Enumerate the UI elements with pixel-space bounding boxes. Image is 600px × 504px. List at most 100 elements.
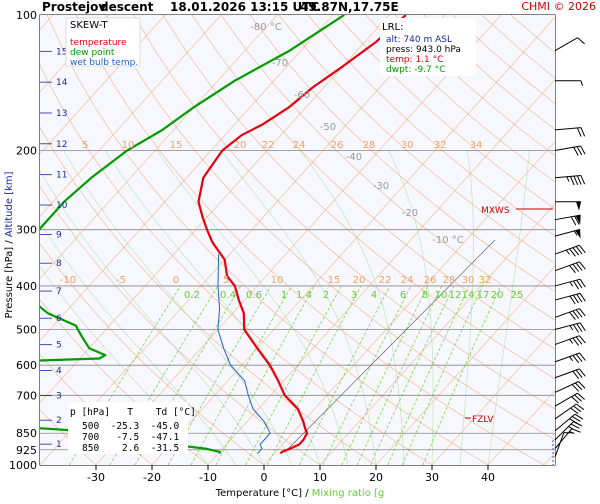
altitude-tick-label: 9 — [56, 231, 62, 241]
dry-adiabat — [278, 15, 555, 264]
wind-barb — [554, 322, 586, 333]
mixing-ratio-label: 14 — [462, 290, 475, 301]
lrl-box — [380, 18, 476, 76]
wind-barb-staff — [554, 261, 580, 272]
wind-barb-flag — [576, 146, 583, 156]
isotherm-line — [431, 327, 555, 465]
copyright: CHMI © 2026 — [521, 0, 596, 13]
wind-barb-flag — [577, 392, 585, 400]
wind-barb-flag — [573, 146, 579, 156]
wind-barb-flag — [579, 335, 586, 344]
wind-barb-half — [569, 325, 574, 331]
dry-adiabat — [336, 15, 555, 209]
chart-labels: 1002003004005006007008509251000123456789… — [9, 9, 523, 484]
wind-barb-staff — [554, 127, 581, 131]
wind-barb-flag — [579, 322, 586, 331]
descent-label: descent — [100, 0, 154, 14]
pressure-tick-label: 100 — [16, 9, 37, 22]
wind-barb-flag — [580, 145, 586, 155]
isotherm-line — [40, 15, 334, 342]
wind-barb-half — [569, 356, 574, 362]
wind-barb-half — [566, 176, 570, 182]
isotherm-label: 24 — [293, 140, 306, 151]
isotherm-label: 20 — [234, 140, 247, 151]
pressure-tick-label: 300 — [16, 224, 37, 237]
wind-barb — [554, 261, 586, 274]
wind-barb-flag — [576, 127, 582, 137]
isotherm-label: 15 — [170, 140, 183, 151]
data-table-row: 700 -7.5 -47.1 — [82, 432, 180, 443]
wind-barb-flag — [569, 295, 576, 305]
wind-barb-flag — [572, 310, 580, 319]
wind-barb-pennant — [576, 201, 581, 211]
isotherm-label: 10 — [122, 140, 135, 151]
data-table-row: 850 2.6 -31.5 — [82, 443, 179, 454]
altitude-tick-label: 14 — [56, 78, 68, 88]
wind-barb — [554, 403, 585, 420]
isotherm-label: -5 — [116, 275, 126, 286]
lrl-temp: temp: 1.1 °C — [386, 55, 443, 65]
isotherm-line — [375, 265, 555, 465]
wind-barb-flag — [575, 309, 583, 318]
wind-barb-staff — [554, 322, 581, 331]
lrl-alt: alt: 740 m ASL — [386, 35, 452, 45]
isotherm-line — [207, 78, 555, 465]
x-axis-label-temp: Temperature [°C] / — [215, 488, 312, 499]
profile-wet-bulb-temp- — [217, 254, 271, 454]
isotherm-label: -10 — [60, 275, 76, 286]
dry-adiabat-label: -70 — [272, 58, 288, 69]
isotherm-line — [40, 15, 278, 279]
dry-adiabat — [220, 15, 555, 321]
wind-barb-half — [580, 80, 583, 86]
altitude-tick-label: 10 — [56, 201, 68, 211]
parcel-line — [284, 239, 496, 453]
wind-barb-flag — [576, 279, 583, 289]
wind-barb-flag — [575, 262, 583, 271]
wind-barb — [554, 244, 586, 257]
isotherm-label: 15 — [328, 275, 341, 286]
wind-barb-pennant — [575, 229, 581, 239]
wind-barb — [554, 432, 574, 458]
isotherm-label: 5 — [82, 140, 88, 151]
mixing-ratio-label: 25 — [511, 290, 524, 301]
pressure-tick-label: 500 — [16, 324, 37, 337]
isotherm-line — [40, 15, 390, 404]
datetime: 18.01.2026 13:15 UTC — [170, 0, 319, 14]
wind-barb-staff — [554, 308, 580, 318]
wind-barb-staff — [554, 244, 580, 255]
wind-barb-flag — [576, 175, 582, 185]
wind-barb — [554, 428, 581, 450]
isotherm-label: 22 — [262, 140, 275, 151]
isotherm-line — [151, 16, 555, 465]
x-axis-label: Temperature [°C] / Mixing ratio [g — [215, 488, 385, 499]
wind-barb-flag — [570, 423, 580, 429]
altitude-tick-label: 1 — [56, 440, 62, 450]
background-lines — [40, 15, 555, 465]
altitude-tick-label: 15 — [56, 47, 67, 57]
wind-barb-flag — [580, 127, 586, 137]
wind-barb-flag — [573, 175, 579, 186]
wind-barb-flag — [569, 311, 576, 320]
mixing-ratio-label: 0.2 — [184, 290, 200, 301]
isotherm-label: 34 — [470, 140, 483, 151]
wind-barb-flag — [575, 382, 583, 391]
wind-barb-staff — [554, 292, 581, 301]
wind-barb-staff — [554, 37, 578, 52]
data-table-header: p [hPa] T Td [°C] — [70, 407, 196, 418]
wind-barb — [554, 228, 581, 239]
wind-barb-flag — [580, 175, 586, 185]
wind-barb — [554, 421, 583, 441]
wind-barb-flag — [576, 403, 585, 411]
mixing-ratio-label: 6 — [400, 290, 406, 301]
y-axis-label-press: Pressure [hPa] / — [4, 237, 15, 318]
wind-barb-flag — [575, 353, 583, 362]
dry-adiabat-label: -30 — [373, 181, 389, 192]
wind-barb-staff — [554, 278, 581, 287]
x-tick-label: -10 — [199, 471, 217, 484]
mixing-ratio-label: 8 — [422, 290, 428, 301]
pressure-tick-label: 400 — [16, 280, 37, 293]
isotherm-label: 0 — [173, 275, 179, 286]
x-tick-label: -20 — [143, 471, 161, 484]
wind-barb-flag — [579, 293, 586, 302]
